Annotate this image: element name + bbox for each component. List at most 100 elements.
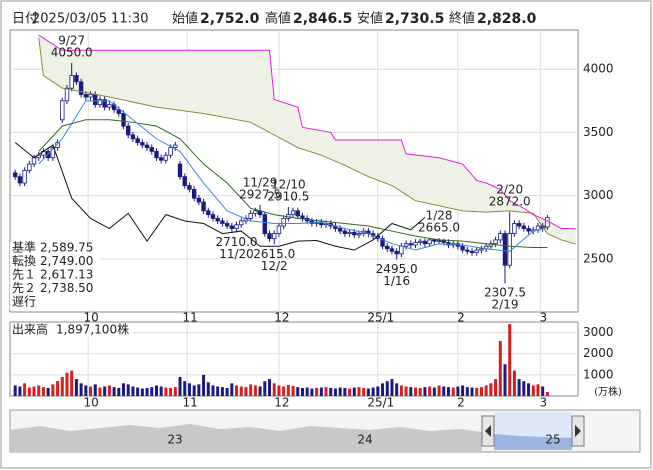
x-tick-label: 12	[274, 311, 289, 325]
candle-body	[479, 248, 484, 251]
volume-unit: (万株)	[594, 385, 622, 398]
volume-bar	[60, 376, 64, 396]
navigator-label: 24	[357, 433, 372, 447]
volume-bar	[23, 383, 27, 396]
candle-body	[290, 210, 296, 216]
candle-body	[196, 197, 202, 203]
candle-body	[545, 217, 550, 228]
candle-body	[441, 240, 446, 243]
candle-body	[516, 223, 522, 227]
candle-body	[93, 94, 98, 106]
legend-name: 基準	[12, 240, 36, 255]
volume-bar	[27, 387, 31, 396]
candle-body	[168, 147, 173, 156]
volume-bar	[399, 385, 403, 396]
volume-bar	[310, 388, 314, 396]
x-tick-label: 2	[457, 311, 465, 325]
volume-bar	[409, 387, 413, 396]
volume-bar	[206, 382, 210, 396]
annotation-date: 9/27	[58, 33, 85, 47]
volume-bar	[414, 387, 418, 396]
x-tick-label: 12	[274, 396, 289, 410]
candle-body	[60, 100, 65, 121]
date-name: 日付	[12, 12, 38, 27]
annotation-date: 2/19	[492, 298, 519, 312]
candle-body	[74, 75, 79, 83]
volume-bar	[112, 387, 116, 396]
volume-bar	[263, 381, 267, 396]
volume-bar	[192, 385, 196, 396]
volume-bar	[470, 387, 474, 396]
candle-body	[144, 144, 150, 149]
navigator-label: 25	[545, 433, 560, 447]
volume-bar	[395, 383, 399, 396]
candle-body	[389, 248, 395, 252]
volume-bar	[385, 381, 389, 396]
volume-bar	[348, 388, 352, 396]
indicator-line	[38, 119, 548, 249]
volume-bar	[126, 384, 130, 396]
volume-value: 1,897,100株	[56, 322, 129, 337]
candle-body	[436, 240, 442, 242]
header-value: 2,846.5	[293, 11, 352, 27]
x-tick-label: 11	[182, 396, 197, 410]
volume-bar	[324, 387, 328, 396]
candle-body	[347, 231, 352, 234]
candle-body	[121, 113, 126, 127]
volume-bar	[498, 341, 502, 396]
candle-body	[418, 240, 423, 243]
volume-bar	[479, 387, 483, 396]
volume-bar	[32, 386, 36, 396]
x-tick-label: 3	[540, 396, 548, 410]
volume-bar	[531, 385, 535, 396]
x-tick-label: 25/1	[367, 311, 394, 325]
legend-name: 先２	[12, 281, 36, 295]
volume-bar	[150, 387, 154, 396]
candle-body	[116, 109, 121, 114]
navigator: 23 24 25	[9, 409, 641, 453]
candle-body	[50, 147, 56, 159]
candle-body	[432, 239, 437, 242]
candle-body	[12, 172, 18, 178]
candle-body	[130, 134, 136, 140]
x-tick-label: 11	[182, 311, 197, 325]
annotation-date: 11/29	[243, 175, 278, 189]
volume-bar	[333, 388, 337, 396]
volume-bar	[211, 385, 215, 396]
volume-bar	[338, 387, 342, 396]
volume-bar	[376, 386, 380, 396]
legend-name: 先１	[12, 268, 36, 282]
volume-bar	[51, 384, 55, 396]
candle-body	[253, 210, 258, 214]
candle-body	[173, 144, 178, 149]
candle-body	[191, 188, 197, 199]
candle-body	[295, 210, 300, 217]
volume-bar	[508, 324, 512, 396]
volume-bar	[381, 383, 385, 396]
volume-bar	[484, 385, 488, 396]
volume-bar	[202, 374, 206, 396]
candle-body	[158, 157, 164, 161]
volume-bar	[366, 388, 370, 396]
candle-body	[488, 243, 494, 247]
volume-bar	[74, 379, 78, 396]
volume-bar	[296, 387, 300, 396]
candle-body	[224, 223, 230, 227]
volume-bar	[352, 387, 356, 396]
volume-bar	[545, 391, 549, 396]
candle-body	[64, 87, 70, 102]
legend-name: 転換	[12, 254, 36, 268]
volume-bar	[84, 385, 88, 396]
y-tick-label: 3000	[583, 325, 614, 339]
candle-body	[206, 210, 211, 216]
annotation-date: 2/20	[496, 182, 523, 196]
volume-bar	[187, 383, 191, 396]
volume-bar	[131, 386, 135, 396]
volume-bar	[522, 381, 526, 396]
volume-bar	[503, 364, 507, 396]
candle-body	[498, 233, 503, 241]
date: 2025/03/05 11:30	[32, 12, 149, 27]
volume-bar	[235, 385, 239, 396]
annotation-label: 2927.5	[239, 187, 281, 201]
volume-bar	[159, 386, 163, 396]
